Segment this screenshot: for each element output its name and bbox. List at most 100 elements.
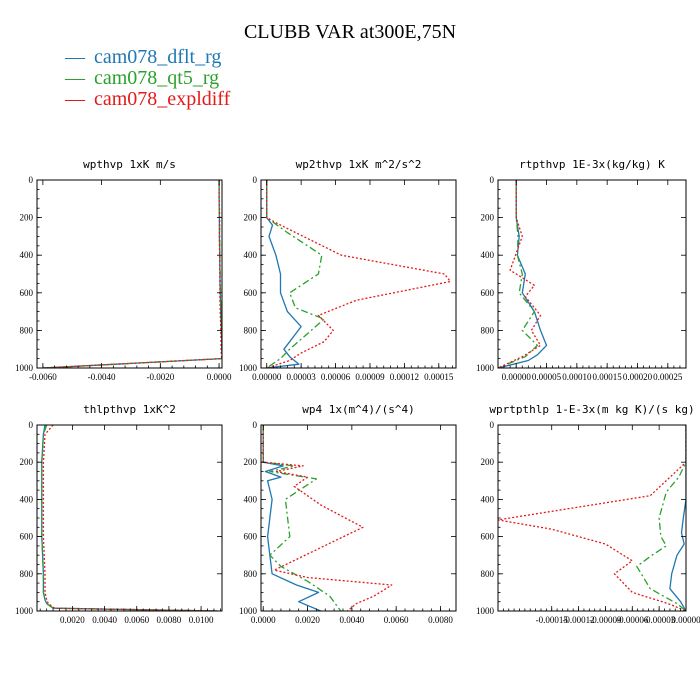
series-line-cam078-dflt-rg	[498, 180, 548, 368]
plot-frame	[260, 424, 457, 612]
x-tick-label: 0.0080	[428, 615, 453, 625]
x-tick-label: -0.00009	[589, 615, 622, 625]
y-tick-label: 800	[20, 325, 34, 335]
legend-label-qt5: cam078_qt5_rg	[94, 67, 219, 89]
series-line-cam078-expldiff	[266, 180, 451, 368]
x-tick-label: 0.00000	[252, 372, 282, 382]
series-line-cam078-dflt-rg	[669, 425, 686, 611]
y-tick-label: 400	[481, 494, 495, 504]
y-tick-label: 800	[244, 569, 258, 579]
legend-marker-qt5: —	[64, 67, 86, 89]
x-tick-label: -0.00015	[536, 615, 569, 625]
series-line-cam078-qt5-rg	[41, 425, 218, 611]
panel-3: rtpthvp 1E-3x(kg/kg) K 0 200 400 600 800 1000 0…	[476, 158, 687, 382]
y-tick-label: 600	[20, 288, 34, 298]
x-tick-label: -0.0060	[29, 372, 57, 382]
y-tick-label: 400	[244, 250, 258, 260]
y-tick-label: 200	[481, 457, 495, 467]
legend-marker-expldiff: —	[64, 88, 86, 110]
x-tick-label: 0.0060	[124, 615, 149, 625]
x-tick-label: 0.00006	[321, 372, 351, 382]
x-tick-label: 0.0020	[60, 615, 85, 625]
series-group	[42, 180, 222, 368]
x-tick-label: 0.0000	[207, 372, 232, 382]
y-tick-label: 200	[481, 213, 495, 223]
x-tick-label: 0.00015	[424, 372, 454, 382]
x-tick-label: 0.00000	[671, 615, 700, 625]
panel-2: wp2thvp 1xK m^2/s^2020040060080010000.00…	[239, 158, 457, 382]
y-tick-label: 0	[490, 175, 495, 185]
x-tick-label: 0.0040	[339, 615, 364, 625]
x-tick-label: -0.0020	[146, 372, 174, 382]
x-tick-label: 0.00010	[562, 372, 592, 382]
x-tick-label: 0.0000	[251, 615, 276, 625]
x-tick-label: -0.00003	[643, 615, 676, 625]
x-tick-label: 0.0080	[157, 615, 182, 625]
plot-frame	[497, 424, 687, 612]
x-tick-label: 0.00015	[593, 372, 623, 382]
series-group	[41, 425, 218, 611]
y-tick-label: 800	[481, 569, 495, 579]
panel-6: wprtpthlp 1-E-3x(m kg K)/(s kg) 0 200 400 60…	[476, 403, 700, 625]
y-tick-label: 0	[490, 420, 495, 430]
series-line-cam078-dflt-rg	[262, 425, 322, 611]
plot-frame	[36, 179, 223, 369]
series-group	[498, 180, 548, 368]
legend: — cam078_dflt_rg — cam078_qt5_rg — cam07…	[64, 46, 231, 110]
y-tick-label: 400	[20, 494, 34, 504]
series-line-cam078-expldiff	[262, 425, 393, 611]
x-tick-label: 0.00005	[532, 372, 562, 382]
series-line-cam078-dflt-rg	[41, 425, 218, 611]
y-tick-label: 200	[244, 213, 258, 223]
y-tick-label: 600	[481, 288, 495, 298]
legend-label-dflt: cam078_dflt_rg	[94, 46, 221, 68]
panel-4: thlpthvp 1xK^2 0 200 400 600 800 1000 0.0020 0.0…	[15, 403, 223, 625]
y-tick-label: 600	[244, 288, 258, 298]
legend-marker-dflt: —	[64, 46, 86, 68]
panel-1: wpthvp 1xK m/s 0 200 400 600 800 1000-0.0060 -0…	[15, 158, 232, 382]
figure-title: CLUBB VAR at300E,75N	[244, 21, 456, 43]
panel-title-2: wp2thvp 1xK m^2/s^2	[296, 158, 422, 171]
series-line-cam078-qt5-rg	[636, 425, 686, 611]
series-line-cam078-qt5-rg	[42, 180, 222, 368]
x-tick-label: 0.00012	[390, 372, 419, 382]
series-line-cam078-qt5-rg	[262, 425, 342, 611]
y-tick-label: 400	[244, 494, 258, 504]
plot-frame	[260, 179, 457, 369]
y-tick-label: 600	[481, 532, 495, 542]
series-line-cam078-dflt-rg	[42, 180, 222, 368]
legend-item-qt5: — cam078_qt5_rg	[64, 67, 219, 89]
y-tick-label: 0	[253, 420, 258, 430]
y-tick-label: 1000	[15, 363, 34, 373]
y-tick-label: 0	[29, 175, 34, 185]
y-tick-label: 0	[253, 175, 258, 185]
x-tick-label: -0.00012	[562, 615, 594, 625]
legend-item-dflt: — cam078_dflt_rg	[64, 46, 221, 68]
y-tick-label: 600	[244, 532, 258, 542]
x-tick-label: 0.0060	[384, 615, 409, 625]
y-tick-label: 400	[20, 250, 34, 260]
series-group	[262, 425, 393, 611]
x-tick-label: 0.00025	[653, 372, 683, 382]
y-tick-label: 1000	[476, 363, 495, 373]
y-tick-label: 1000	[239, 363, 258, 373]
series-line-cam078-expldiff	[42, 425, 218, 611]
series-group	[498, 425, 686, 611]
series-line-cam078-expldiff	[498, 180, 542, 368]
series-line-cam078-dflt-rg	[266, 180, 302, 368]
y-tick-label: 1000	[15, 606, 34, 616]
y-tick-label: 0	[29, 420, 34, 430]
plot-frame	[36, 424, 223, 612]
x-tick-label: 0.00000	[502, 372, 532, 382]
panel-title-1: wpthvp 1xK m/s	[83, 158, 176, 171]
y-tick-label: 1000	[476, 606, 495, 616]
series-line-cam078-qt5-rg	[498, 180, 539, 368]
x-tick-label: 0.00009	[355, 372, 385, 382]
y-tick-label: 400	[481, 250, 495, 260]
y-tick-label: 800	[481, 325, 495, 335]
x-tick-label: 0.0100	[189, 615, 214, 625]
plot-frame	[497, 179, 687, 369]
y-tick-label: 600	[20, 532, 34, 542]
y-tick-label: 800	[244, 325, 258, 335]
